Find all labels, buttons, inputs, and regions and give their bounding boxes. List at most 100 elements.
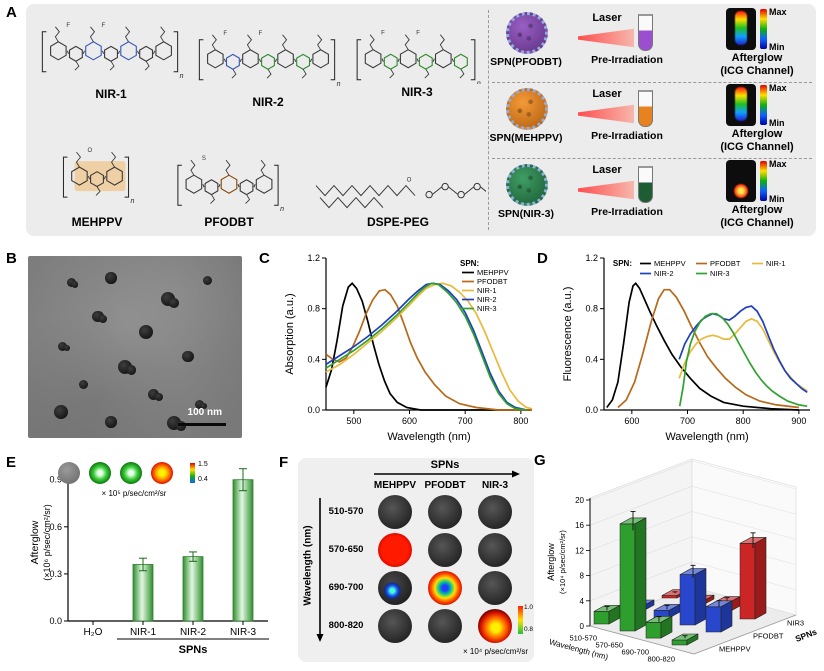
afterglow-glow bbox=[735, 87, 747, 121]
spn-label: SPN(MEHPPV) bbox=[489, 132, 563, 144]
afterglow-bar-chart: 0.0 0.3 0.6 0.9 Afterglow (×10⁶ p/sec/cm²/sr)… bbox=[28, 456, 272, 660]
bar-PFODBT-800-820 bbox=[705, 606, 722, 633]
icg-channel-label: (ICG Channel) bbox=[720, 217, 794, 229]
well-image-dark bbox=[428, 495, 462, 529]
svg-text:500: 500 bbox=[346, 416, 361, 426]
x-axis-ticks: 500 600 700 800 bbox=[346, 410, 528, 426]
side-chain bbox=[211, 34, 217, 51]
svg-text:MEHPPV: MEHPPV bbox=[477, 268, 509, 277]
wavelength-axis-label: Wavelength (nm) bbox=[302, 525, 314, 606]
svg-text:570-650: 570-650 bbox=[595, 641, 623, 650]
bracket bbox=[173, 31, 179, 73]
side-chain bbox=[89, 26, 96, 43]
ring bbox=[225, 53, 240, 70]
wavelength-arrowhead bbox=[316, 634, 324, 642]
side-chain bbox=[95, 186, 101, 196]
pre-irradiation-label: Pre-Irradiation bbox=[591, 206, 663, 218]
svg-text:0.4: 0.4 bbox=[307, 354, 320, 364]
x-axis-ticks: 600 700 800 900 bbox=[624, 410, 806, 426]
series-MEHPPV bbox=[606, 282, 799, 411]
svg-text:0.0: 0.0 bbox=[585, 405, 598, 415]
side-chain bbox=[317, 34, 323, 51]
well-image-orange-spot bbox=[478, 609, 512, 643]
well-image-dark bbox=[478, 571, 512, 605]
svg-text:900: 900 bbox=[791, 416, 806, 426]
inset-colorbar bbox=[190, 463, 195, 483]
nanoparticle-spot bbox=[160, 292, 180, 308]
side-chain bbox=[282, 34, 288, 51]
ring bbox=[139, 45, 154, 62]
svg-text:NIR-1: NIR-1 bbox=[477, 286, 497, 295]
row-label: 800-820 bbox=[328, 620, 364, 631]
atom-label: F bbox=[101, 23, 105, 29]
side-chain bbox=[225, 159, 231, 176]
repeat-n: n bbox=[280, 206, 284, 213]
bracket bbox=[274, 164, 279, 206]
svg-text:0.4: 0.4 bbox=[585, 354, 598, 364]
molecule-structure: F Fn bbox=[198, 31, 341, 88]
atom-label: F bbox=[381, 31, 385, 37]
spn-nanoparticle bbox=[506, 164, 548, 206]
side-chain bbox=[111, 151, 117, 168]
svg-text:NIR-2: NIR-2 bbox=[477, 295, 497, 304]
afterglow-bar-chart-svg: 0.0 0.3 0.6 0.9 Afterglow (×10⁶ p/sec/cm²/sr)… bbox=[29, 464, 269, 656]
panel-a-divider bbox=[488, 10, 489, 230]
bracket bbox=[124, 156, 130, 198]
min-label: Min bbox=[769, 194, 785, 204]
repeat-n: n bbox=[337, 81, 341, 88]
atom-label: F bbox=[258, 31, 262, 37]
well-image-dark bbox=[428, 609, 462, 643]
series-NIR-2 bbox=[678, 305, 808, 394]
afterglow-label: Afterglow bbox=[731, 128, 783, 140]
bars bbox=[593, 511, 767, 646]
ring bbox=[255, 174, 273, 194]
nanoparticle-spot bbox=[92, 310, 107, 323]
max-label: Max bbox=[769, 159, 787, 169]
highlight-box bbox=[74, 161, 126, 192]
series-PFODBT bbox=[325, 288, 532, 411]
lipid-tail bbox=[315, 184, 416, 197]
side-chain bbox=[231, 68, 237, 79]
bar-MEHPPV-800-820 bbox=[671, 639, 688, 646]
svg-text:0.3: 0.3 bbox=[49, 569, 62, 579]
pre-irradiation-label: Pre-Irradiation bbox=[591, 54, 663, 66]
bar-side bbox=[634, 517, 647, 632]
afterglow-well-grid: SPNs Wavelength (nm) MEHPPV PFODBT NIR-3 510-… bbox=[298, 458, 534, 662]
y-axis-ticks: 0.0 0.4 0.8 1.2 bbox=[585, 253, 604, 415]
side-chain bbox=[266, 68, 272, 79]
nanoparticle-spot bbox=[139, 325, 154, 340]
ring bbox=[418, 53, 433, 70]
sample-tube bbox=[638, 14, 653, 51]
well-image-dark bbox=[478, 495, 512, 529]
svg-text:PFODBT: PFODBT bbox=[753, 632, 784, 641]
series-NIR-3 bbox=[325, 282, 527, 411]
afterglow-glow bbox=[735, 11, 747, 45]
well-image-dark bbox=[478, 533, 512, 567]
nanoparticle-spot bbox=[66, 277, 79, 288]
laser-label: Laser bbox=[592, 88, 622, 100]
panel-a-label: A bbox=[6, 4, 17, 21]
well-image-dark bbox=[428, 533, 462, 567]
legend: SPN: MEHPPV PFODBT NIR-1 NIR-2 NIR-3 bbox=[613, 259, 786, 278]
bracket bbox=[330, 39, 336, 81]
svg-text:PFODBT: PFODBT bbox=[710, 259, 741, 268]
svg-text:0.8: 0.8 bbox=[585, 304, 598, 314]
repeat-n: n bbox=[131, 198, 135, 205]
plot-series bbox=[606, 282, 808, 411]
ring bbox=[104, 45, 118, 62]
bar-MEHPPV-570-650 bbox=[619, 523, 636, 632]
row-divider bbox=[492, 158, 812, 159]
side-chain bbox=[439, 34, 445, 50]
side-chain bbox=[246, 34, 253, 51]
spn-label: SPN(NIR-3) bbox=[497, 208, 554, 220]
spns-axis-label: SPNs bbox=[794, 626, 819, 643]
series-PFODBT bbox=[617, 288, 799, 409]
ring bbox=[71, 166, 88, 186]
scalebar-label: 100 nm bbox=[187, 407, 222, 418]
ring bbox=[155, 41, 172, 61]
well-image-dark bbox=[378, 495, 412, 529]
category-label: NIR-1 bbox=[130, 627, 157, 638]
plot-series bbox=[325, 282, 533, 411]
